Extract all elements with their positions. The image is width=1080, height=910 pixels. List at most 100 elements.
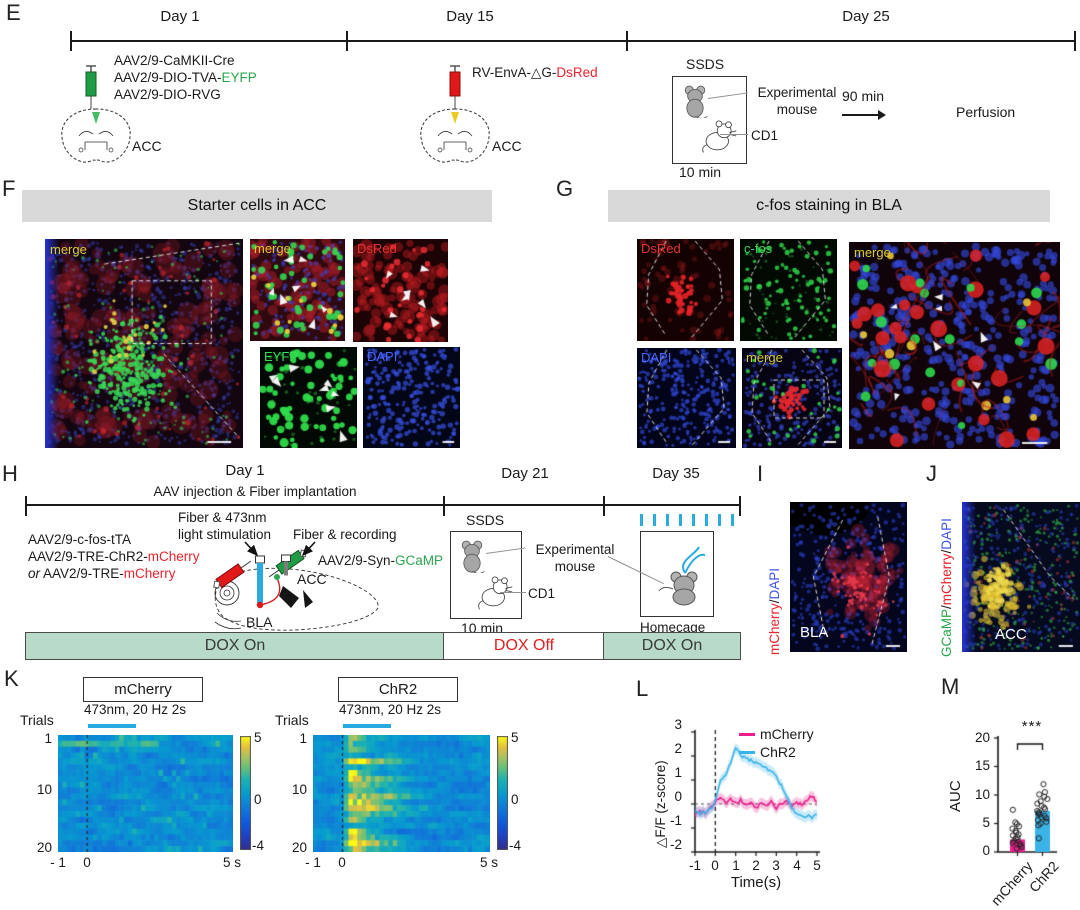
m-ytick: 5 xyxy=(982,815,990,830)
h-fiber2-label: Fiber & recording xyxy=(293,527,397,542)
h-virus2-pre: AAV2/9-TRE-ChR2- xyxy=(28,549,148,564)
l-xtick: 2 xyxy=(752,858,760,873)
i-tag-mcherry: mCherry xyxy=(767,603,782,655)
m-ytick: 0 xyxy=(982,843,990,858)
j-tag-dapi: DAPI xyxy=(939,518,954,550)
g-merge-label: merge xyxy=(746,350,783,365)
e-virus1: AAV2/9-CaMKII-Cre xyxy=(114,53,235,68)
g-large-img xyxy=(849,242,1060,449)
timeline-e xyxy=(70,40,1076,42)
e-day15-region: ACC xyxy=(492,138,522,154)
h-dox-on2: DOX On xyxy=(603,632,741,660)
k-cbar-tick: 0 xyxy=(511,792,519,807)
panel-letter-k: K xyxy=(4,666,19,691)
k-cbar-tick: 5 xyxy=(511,730,519,745)
h-virus3: or AAV2/9-TRE-mCherry xyxy=(28,565,200,582)
h-virus2: AAV2/9-TRE-ChR2-mCherry xyxy=(28,548,200,565)
k-ytick: 10 xyxy=(36,782,52,797)
j-acc-img xyxy=(962,502,1080,652)
k-trials-left: Trials xyxy=(20,712,54,728)
k-ytick: 20 xyxy=(291,840,307,855)
j-tag-gcamp: GCaMP xyxy=(939,608,954,657)
h-arrow2-icon xyxy=(301,541,316,557)
g-cfos-img xyxy=(740,239,837,341)
l-line-chart xyxy=(688,724,828,860)
e-day1-label: Day 1 xyxy=(160,8,200,25)
l-xtick: 1 xyxy=(732,858,740,873)
h-day35-label: Day 35 xyxy=(652,465,700,482)
j-tag-mcherry: mCherry xyxy=(939,553,954,606)
h-gcamp-pre: AAV2/9-Syn- xyxy=(318,553,396,568)
k-ytick: 1 xyxy=(44,731,52,746)
e-day15-label: Day 15 xyxy=(446,8,494,25)
h-acc-label: ACC xyxy=(297,571,327,587)
l-ytick: 1 xyxy=(674,765,682,780)
timeline-e-tick2 xyxy=(346,31,348,51)
k-xtick: 5 s xyxy=(479,855,498,870)
sagittal-brain-diagram xyxy=(213,541,379,631)
e-endpoint: Perfusion xyxy=(956,104,1016,120)
h-dox-on1: DOX On xyxy=(25,632,445,660)
i-region-label: BLA xyxy=(800,624,829,641)
h-fiber1-label: Fiber & 473nm light stimulation xyxy=(178,509,271,543)
m-bar-chart xyxy=(985,728,1080,860)
l-ytick: -1 xyxy=(669,813,682,828)
panel-letter-j: J xyxy=(926,461,937,486)
syringe-red-icon xyxy=(449,65,461,109)
h-day21-label: Day 21 xyxy=(501,465,549,482)
g-title: c-fos staining in BLA xyxy=(608,190,1050,222)
k-cbar-tick: -4 xyxy=(252,838,265,853)
h-virus2-tag: mCherry xyxy=(147,549,200,564)
timeline-h xyxy=(25,504,741,506)
f-merge-img xyxy=(250,239,345,341)
k-trials-right: Trials xyxy=(275,712,309,728)
h-gcamp-label: AAV2/9-Syn-GCaMP xyxy=(318,552,443,569)
e-wait-arrow-line xyxy=(842,114,880,116)
l-ytick: -2 xyxy=(669,837,682,852)
g-merge-img xyxy=(742,348,842,448)
g-cfos-label: c-fos xyxy=(744,241,773,256)
e-day15-virus: RV-EnvA-△G-DsRed xyxy=(472,64,598,81)
h-mouse2-label: CD1 xyxy=(528,586,556,601)
timeline-e-tick4 xyxy=(1074,31,1076,51)
e-day15-virus-pre: RV-EnvA-△G- xyxy=(472,65,557,80)
l-legend-swatch-mcherry xyxy=(739,733,755,736)
k-xtick: - 1 xyxy=(305,855,321,870)
e-ssds-box xyxy=(672,76,747,164)
coronal-brain-icon2 xyxy=(420,108,490,163)
h-virus-list: AAV2/9-c-fos-tTA AAV2/9-TRE-ChR2-mCherry… xyxy=(28,531,200,582)
m-ytick: 20 xyxy=(974,730,990,745)
panel-letter-f: F xyxy=(2,176,16,201)
i-channel-label: mCherry/DAPI xyxy=(766,568,783,655)
h-homecage-mouse-icon xyxy=(658,546,705,606)
g-dapi-img xyxy=(637,348,736,448)
l-legend-mcherry: mCherry xyxy=(760,726,814,742)
e-virus2: AAV2/9-DIO-TVA-EYFP xyxy=(114,69,257,86)
m-significance: *** xyxy=(1021,718,1043,735)
i-sep: / xyxy=(767,599,782,604)
l-ytick: 3 xyxy=(674,717,682,732)
syringe-green-icon xyxy=(85,65,97,109)
h-virus3-or: or xyxy=(28,566,41,581)
k-heatmap-chr2 xyxy=(313,735,490,852)
l-ytick: 2 xyxy=(674,741,682,756)
l-legend-swatch-chr2 xyxy=(739,751,755,754)
l-ytick: 0 xyxy=(674,789,682,804)
experimental-mouse-icon xyxy=(684,85,708,118)
i-tag-dapi: DAPI xyxy=(767,567,782,600)
l-xtick: 5 xyxy=(813,858,821,873)
h-day1-sub: AAV injection & Fiber implantation xyxy=(153,484,357,499)
e-mouse1-l2: mouse xyxy=(776,102,818,117)
h-conn-cd1 xyxy=(500,592,526,593)
f-dapi-img xyxy=(363,347,460,448)
e-mouse1-l1: Experimental xyxy=(757,85,837,100)
panel-letter-l: L xyxy=(636,676,649,701)
k-ytick: 20 xyxy=(36,840,52,855)
k-colorbar-left xyxy=(240,736,251,850)
k-stim-label-right: 473nm, 20 Hz 2s xyxy=(338,702,442,717)
g-large-label: merge xyxy=(854,245,891,260)
h-gcamp-tag: GCaMP xyxy=(395,553,444,568)
i-bla-img xyxy=(790,502,907,652)
f-dapi-label: DAPI xyxy=(367,349,398,364)
l-xtick: 4 xyxy=(793,858,801,873)
